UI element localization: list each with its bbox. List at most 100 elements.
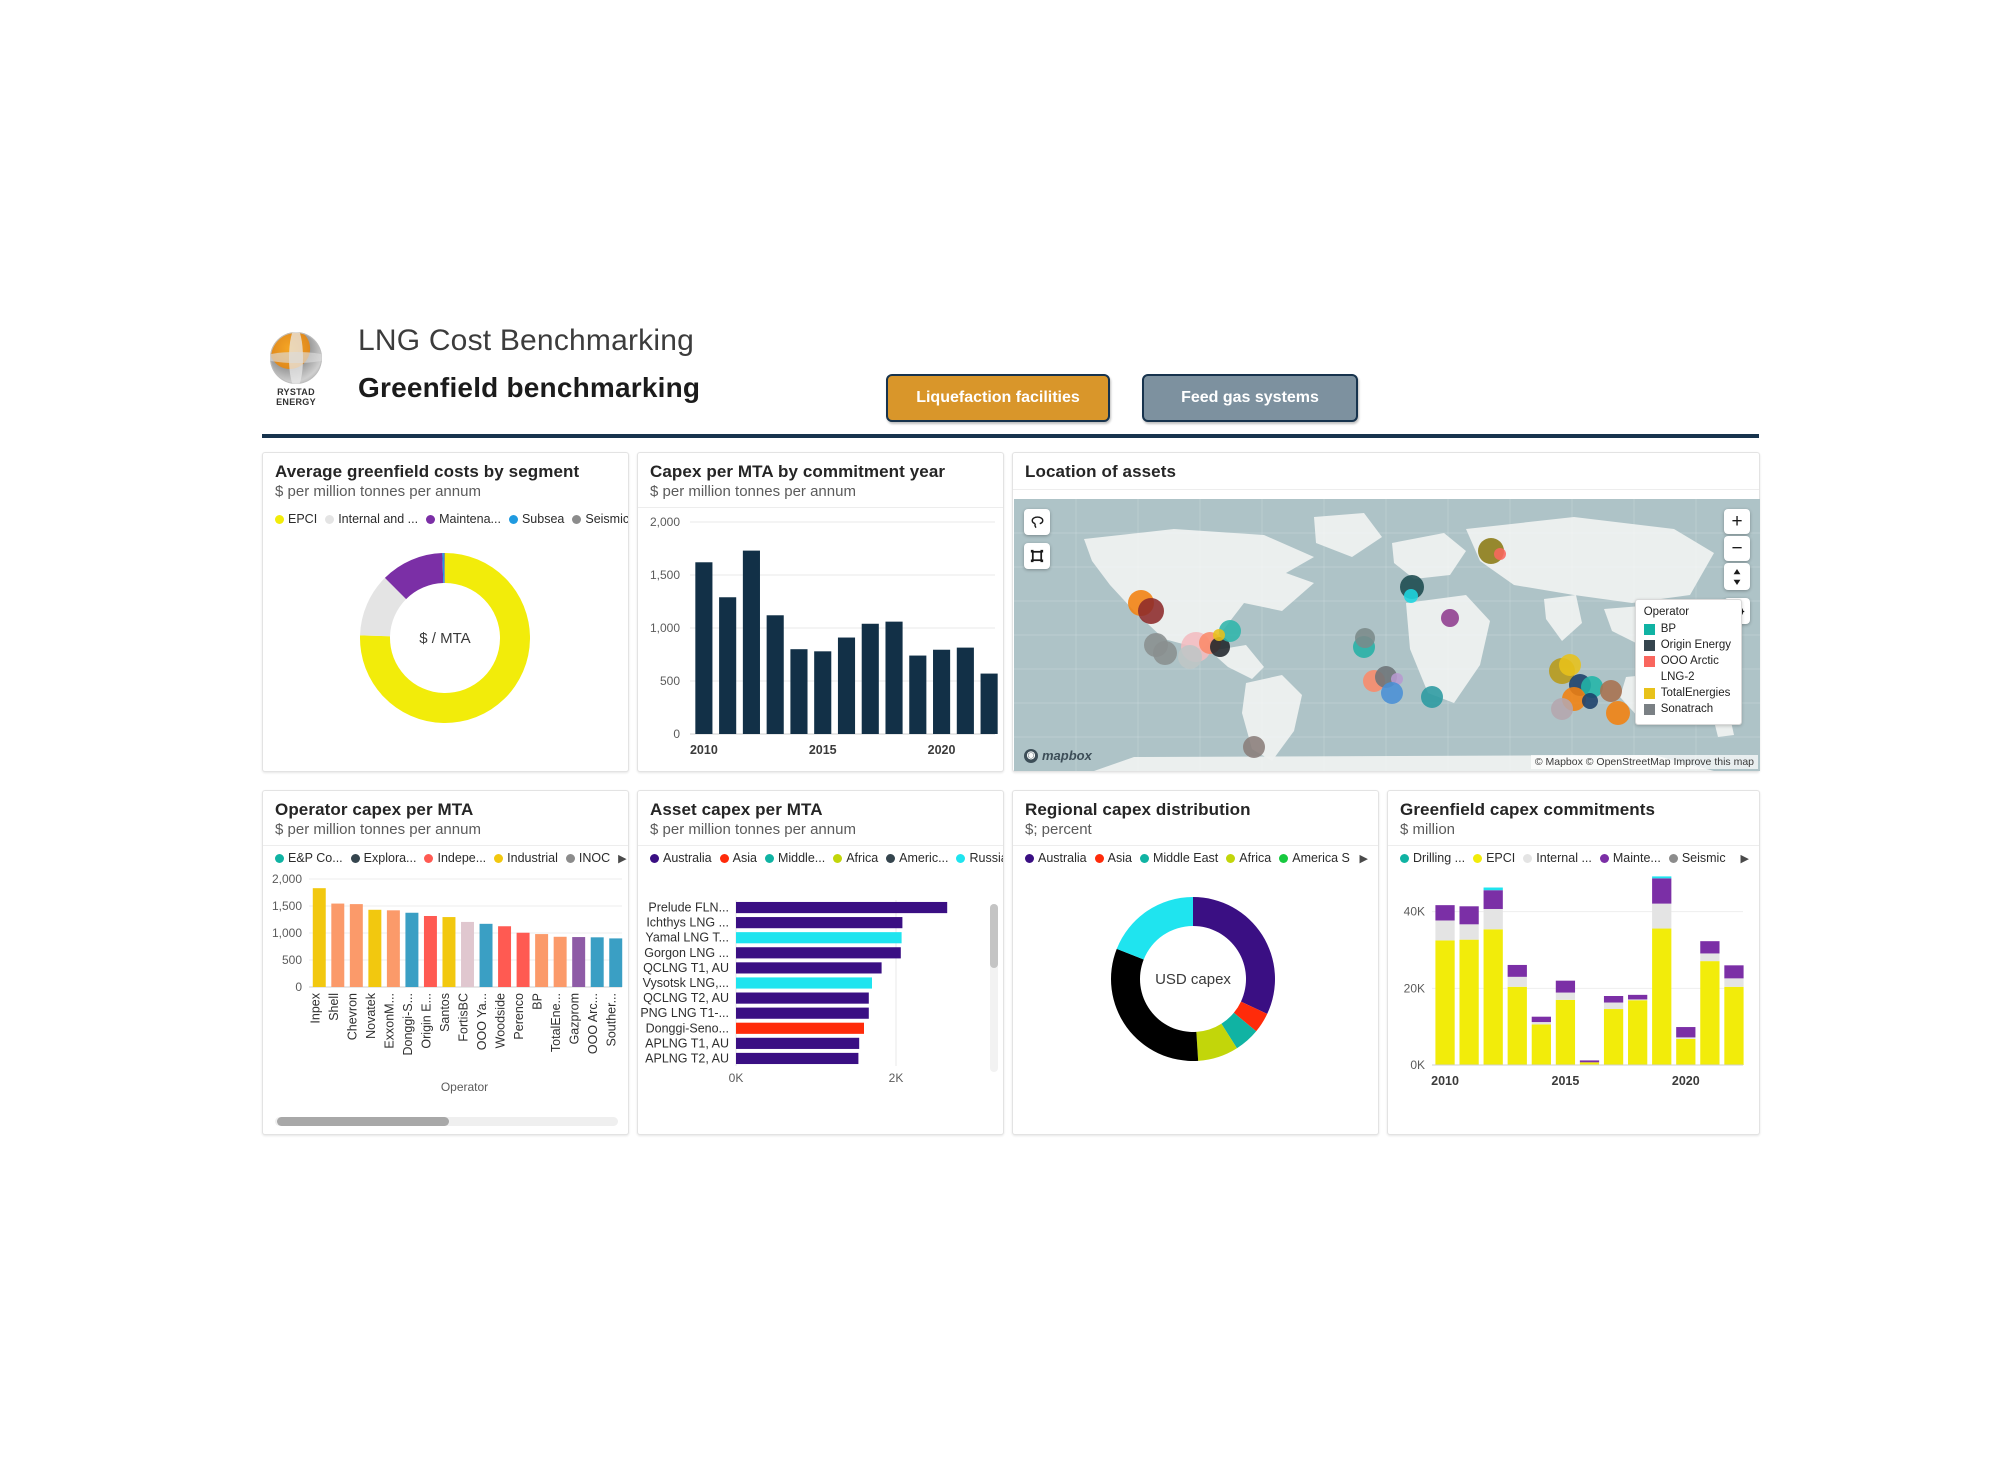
compass-icon[interactable] xyxy=(1724,563,1750,590)
donut-slice[interactable] xyxy=(1196,1023,1237,1061)
bar-chart-operator-capex[interactable]: 0 500 1,000 1,500 2,000 Inpex Shell Chevron Nova… xyxy=(263,869,628,1099)
bar[interactable] xyxy=(736,1037,860,1049)
map-asset-pin[interactable] xyxy=(1138,598,1164,624)
map-asset-pin[interactable] xyxy=(1581,676,1603,698)
bar[interactable] xyxy=(461,921,474,987)
map-attribution[interactable]: © Mapbox © OpenStreetMap Improve this ma… xyxy=(1530,755,1758,769)
stacked-bar-segment[interactable] xyxy=(1652,928,1672,1065)
map-asset-pin[interactable] xyxy=(1494,548,1506,560)
bar[interactable] xyxy=(572,937,586,987)
legend-segment[interactable]: EPCI Internal and ... Maintena... Subsea Sei… xyxy=(263,507,628,530)
map-asset-pin[interactable] xyxy=(1355,628,1375,648)
map-legend-item[interactable]: TotalEnergies xyxy=(1643,685,1731,701)
bar[interactable] xyxy=(736,977,872,989)
map-asset-pin[interactable] xyxy=(1404,589,1418,603)
bar[interactable] xyxy=(766,615,784,734)
stacked-bar-segment[interactable] xyxy=(1483,887,1503,891)
stacked-bar-segment[interactable] xyxy=(1724,986,1744,1065)
legend-item[interactable]: Drilling ... xyxy=(1400,851,1465,865)
bar[interactable] xyxy=(742,550,760,734)
legend-item[interactable]: America S xyxy=(1279,851,1350,865)
bar[interactable] xyxy=(695,562,713,734)
stacked-bar-segment[interactable] xyxy=(1555,999,1576,1065)
stacked-bar-segment[interactable] xyxy=(1603,996,1624,1003)
legend-item[interactable]: EPCI xyxy=(1473,851,1515,865)
legend-item[interactable]: Middle... xyxy=(764,851,825,865)
bar-chart-asset-capex[interactable]: 0K 2K Prelude FLN...Ichthys LNG ...Yamal L… xyxy=(638,898,988,1088)
map-asset-pin[interactable] xyxy=(1551,698,1573,720)
legend-item[interactable]: Asia xyxy=(719,851,757,865)
stacked-bar-segment[interactable] xyxy=(1676,1027,1696,1038)
stacked-bar-segment[interactable] xyxy=(1700,961,1720,1065)
stacked-bar-segment[interactable] xyxy=(1531,1022,1551,1025)
legend-next-arrow[interactable]: ▶ xyxy=(1359,852,1368,865)
donut-slice[interactable] xyxy=(443,553,445,584)
donut-chart-segment[interactable]: $ / MTA xyxy=(263,530,628,750)
legend-item[interactable]: Russia xyxy=(956,851,1003,865)
bar[interactable] xyxy=(885,621,903,734)
legend-item[interactable]: Mainte... xyxy=(1599,851,1661,865)
legend-item[interactable]: E&P Co... xyxy=(275,851,343,865)
zoom-in-icon[interactable]: + xyxy=(1724,509,1750,534)
legend-item[interactable]: Internal ... xyxy=(1523,851,1592,865)
stacked-bar-segment[interactable] xyxy=(1652,903,1672,929)
stacked-bar-segment[interactable] xyxy=(1579,1062,1600,1065)
map-asset-pin[interactable] xyxy=(1559,654,1581,676)
bar[interactable] xyxy=(516,932,530,987)
legend-item[interactable]: Australia xyxy=(1025,851,1087,865)
stacked-bar-segment[interactable] xyxy=(1724,978,1744,987)
bar[interactable] xyxy=(790,649,808,734)
bar[interactable] xyxy=(331,903,345,987)
legend-item[interactable]: Industrial xyxy=(494,851,558,865)
bar[interactable] xyxy=(349,904,363,987)
stacked-bar-segment[interactable] xyxy=(1676,1038,1696,1065)
bar[interactable] xyxy=(609,938,623,987)
legend-item[interactable]: INOC xyxy=(565,851,610,865)
donut-slice[interactable] xyxy=(1116,897,1193,960)
stacked-bar-segment[interactable] xyxy=(1555,992,1576,1000)
map-legend-item[interactable]: LNG-2 xyxy=(1644,669,1731,685)
stacked-bar-segment[interactable] xyxy=(1435,920,1455,941)
bar[interactable] xyxy=(956,647,974,734)
legend-item[interactable]: EPCI xyxy=(275,512,317,526)
legend-region[interactable]: Australia Asia Middle East Africa America S ▶ xyxy=(1013,846,1378,869)
bar[interactable] xyxy=(368,909,382,987)
liquefaction-facilities-button[interactable]: Liquefaction facilities xyxy=(886,374,1110,422)
map-asset-pin[interactable] xyxy=(1210,637,1230,657)
map-legend-item[interactable]: Sonatrach xyxy=(1643,701,1731,717)
stacked-bar-segment[interactable] xyxy=(1652,876,1672,879)
bar[interactable] xyxy=(535,934,549,987)
bar[interactable] xyxy=(736,917,903,929)
bar[interactable] xyxy=(837,637,856,734)
stacked-bar-segment[interactable] xyxy=(1435,940,1455,1065)
bar-chart-commitment-year[interactable]: 0 500 1,000 1,500 2,000 2010 2015 2020 xyxy=(638,508,1003,766)
bar[interactable] xyxy=(736,932,902,944)
donut-slice[interactable] xyxy=(1193,897,1275,1014)
bar[interactable] xyxy=(423,915,437,987)
donut-slice[interactable] xyxy=(442,553,445,584)
legend-next-arrow[interactable]: ▶ xyxy=(618,852,627,865)
map-asset-pin[interactable] xyxy=(1153,641,1177,665)
stacked-bar-segment[interactable] xyxy=(1435,905,1455,921)
zoom-out-icon[interactable]: − xyxy=(1724,536,1750,561)
stacked-bar-segment[interactable] xyxy=(1555,980,1576,993)
legend-item[interactable]: Africa xyxy=(1226,851,1271,865)
stacked-bar-segment[interactable] xyxy=(1628,994,1648,1000)
map-asset-pin[interactable] xyxy=(1441,609,1459,627)
legend-next-arrow[interactable]: ▶ xyxy=(1740,852,1749,865)
bar[interactable] xyxy=(498,926,512,987)
legend-item[interactable]: Australia xyxy=(650,851,712,865)
donut-slice[interactable] xyxy=(360,553,530,723)
stacked-bar-segment[interactable] xyxy=(1507,986,1527,1065)
mapbox-logo[interactable]: ◉ mapbox xyxy=(1024,748,1092,763)
map-asset-pin[interactable] xyxy=(1421,686,1443,708)
stacked-bar-segment[interactable] xyxy=(1483,929,1503,1065)
stacked-bar-segment[interactable] xyxy=(1676,1037,1696,1039)
legend-item[interactable]: Americ... xyxy=(886,851,948,865)
stacked-bar-segment[interactable] xyxy=(1700,941,1720,954)
map-asset-pin[interactable] xyxy=(1606,701,1630,725)
asset-map[interactable]: + − Operator BP Origin Energy OOO Arctic LN… xyxy=(1014,499,1760,771)
map-asset-pin[interactable] xyxy=(1243,736,1265,758)
bar[interactable] xyxy=(933,649,951,734)
bar[interactable] xyxy=(312,888,326,987)
